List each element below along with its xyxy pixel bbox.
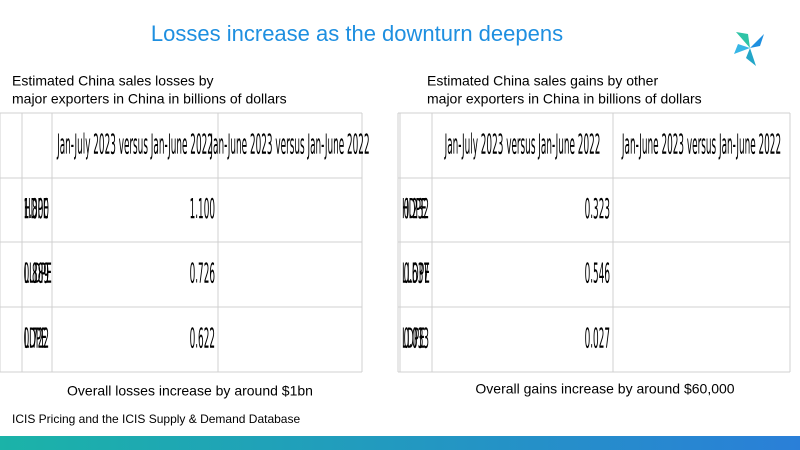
cell-wrap: HDPE: [24, 192, 48, 224]
cell-wrap: Jan-June 2023 versus Jan-June 2022: [210, 128, 370, 160]
column-header: Jan-June 2023 versus Jan-June 2022: [621, 128, 781, 160]
cell-value: 0.232: [404, 192, 429, 224]
cell-wrap: 0.622: [190, 322, 215, 354]
cell-wrap: 0.726: [190, 257, 215, 289]
caption: Estimated China sales gains by other: [427, 73, 658, 89]
footer-bar: [0, 436, 800, 450]
cell-wrap: LDPE: [402, 322, 425, 354]
cell-wrap: LLDPE: [402, 257, 430, 289]
cell-value: 0.622: [190, 322, 215, 354]
row-header: HDPE: [402, 192, 426, 224]
note: Overall gains increase by around $60,000: [475, 381, 734, 397]
caption: major exporters in China in billions of …: [12, 91, 287, 107]
cell-wrap: 1.800: [24, 192, 49, 224]
cell-wrap: 0.027: [585, 322, 610, 354]
cell-wrap: 0.637: [404, 257, 429, 289]
caption: major exporters in China in billions of …: [427, 91, 702, 107]
cell-wrap: 0.546: [585, 257, 610, 289]
cell-wrap: 0.722: [24, 322, 49, 354]
cell-value: 0.637: [404, 257, 429, 289]
row-header: HDPE: [24, 192, 48, 224]
column-header: Jan-July 2023 versus Jan-June 2022: [56, 128, 213, 160]
cell-value: 0.722: [24, 322, 49, 354]
note: Overall losses increase by around $1bn: [67, 383, 313, 399]
cell-value: 0.726: [190, 257, 215, 289]
row-header: LDPE: [402, 322, 425, 354]
column-header: Jan-June 2023 versus Jan-June 2022: [210, 128, 370, 160]
column-header: Jan-July 2023 versus Jan-June 2022: [444, 128, 601, 160]
cell-wrap: 0.889: [24, 257, 49, 289]
cell-wrap: 0.323: [585, 192, 610, 224]
cell-wrap: 0.033: [404, 322, 429, 354]
title: Losses increase as the downturn deepens: [151, 21, 563, 46]
cell-value: 0.323: [585, 192, 610, 224]
cell-wrap: 1.100: [190, 192, 215, 224]
cell-value: 0.027: [585, 322, 610, 354]
cell-value: 1.800: [24, 192, 49, 224]
logo: [734, 32, 764, 66]
cell-wrap: Jan-June 2023 versus Jan-June 2022: [621, 128, 781, 160]
cell-value: 0.546: [585, 257, 610, 289]
row-header: LDPE: [24, 322, 47, 354]
cell-value: 1.100: [190, 192, 215, 224]
cell-value: 0.889: [24, 257, 49, 289]
row-header: LLDPE: [402, 257, 430, 289]
cell-value: 0.033: [404, 322, 429, 354]
cell-wrap: LLDPE: [24, 257, 52, 289]
cell-wrap: Jan-July 2023 versus Jan-June 2022: [444, 128, 601, 160]
cell-wrap: 0.232: [404, 192, 429, 224]
source: ICIS Pricing and the ICIS Supply & Deman…: [12, 412, 300, 426]
cell-wrap: HDPE: [402, 192, 426, 224]
cell-wrap: Jan-July 2023 versus Jan-June 2022: [56, 128, 213, 160]
caption: Estimated China sales losses by: [12, 73, 214, 89]
cell-wrap: LDPE: [24, 322, 47, 354]
row-header: LLDPE: [24, 257, 52, 289]
